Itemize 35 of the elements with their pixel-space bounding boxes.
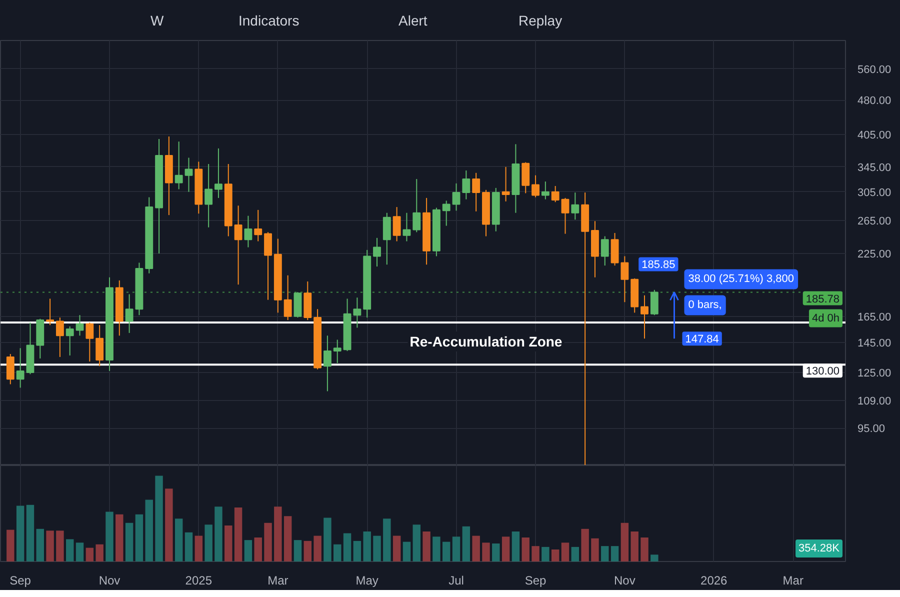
text: Indicators	[238, 12, 300, 28]
x-tick-label: Nov	[614, 574, 636, 588]
annotation: 38.00 (25.71%) 3,800	[688, 273, 794, 286]
x-tick-label: May	[356, 574, 378, 588]
y-tick-label: 109.00	[858, 395, 892, 408]
annotation: Re-Accumulation Zone	[410, 334, 562, 350]
y-tick-label: 145.00	[858, 337, 892, 350]
y-tick-label: 480.00	[858, 95, 892, 108]
x-tick-label: Sep	[10, 574, 32, 588]
y-tick-label: 345.00	[858, 162, 892, 174]
ref-line-label: 130.00	[806, 366, 840, 378]
text: W	[150, 12, 164, 28]
y-tick-label: 305.00	[858, 186, 892, 199]
x-tick-label: Mar	[782, 574, 804, 588]
y-tick-label: 225.00	[858, 248, 892, 260]
x-tick-label: 2026	[700, 574, 728, 588]
y-tick-label: 125.00	[858, 368, 892, 380]
data-label: 147.84	[685, 334, 719, 346]
x-tick-label: Jul	[448, 574, 464, 588]
y-tick-label: 165.00	[858, 311, 892, 324]
y-tick-label: 560.00	[858, 64, 892, 76]
x-tick-label: Sep	[524, 574, 547, 588]
y-tick-label: 265.00	[858, 215, 892, 228]
annotation: 4d 0h	[812, 312, 840, 324]
x-tick-label: 2025	[185, 574, 212, 588]
y-tick-label: 95.00	[858, 423, 886, 436]
x-tick-label: Mar	[268, 574, 288, 588]
x-tick-label: Nov	[98, 574, 120, 588]
annotation: 0 bars,	[688, 299, 722, 312]
text: Alert	[398, 12, 428, 28]
ref-line-label: 185.78	[806, 293, 840, 306]
data-label: 185.85	[642, 259, 676, 272]
text: Replay	[518, 12, 562, 28]
annotation: 354.28K	[798, 542, 840, 554]
y-tick-label: 405.00	[858, 129, 892, 142]
